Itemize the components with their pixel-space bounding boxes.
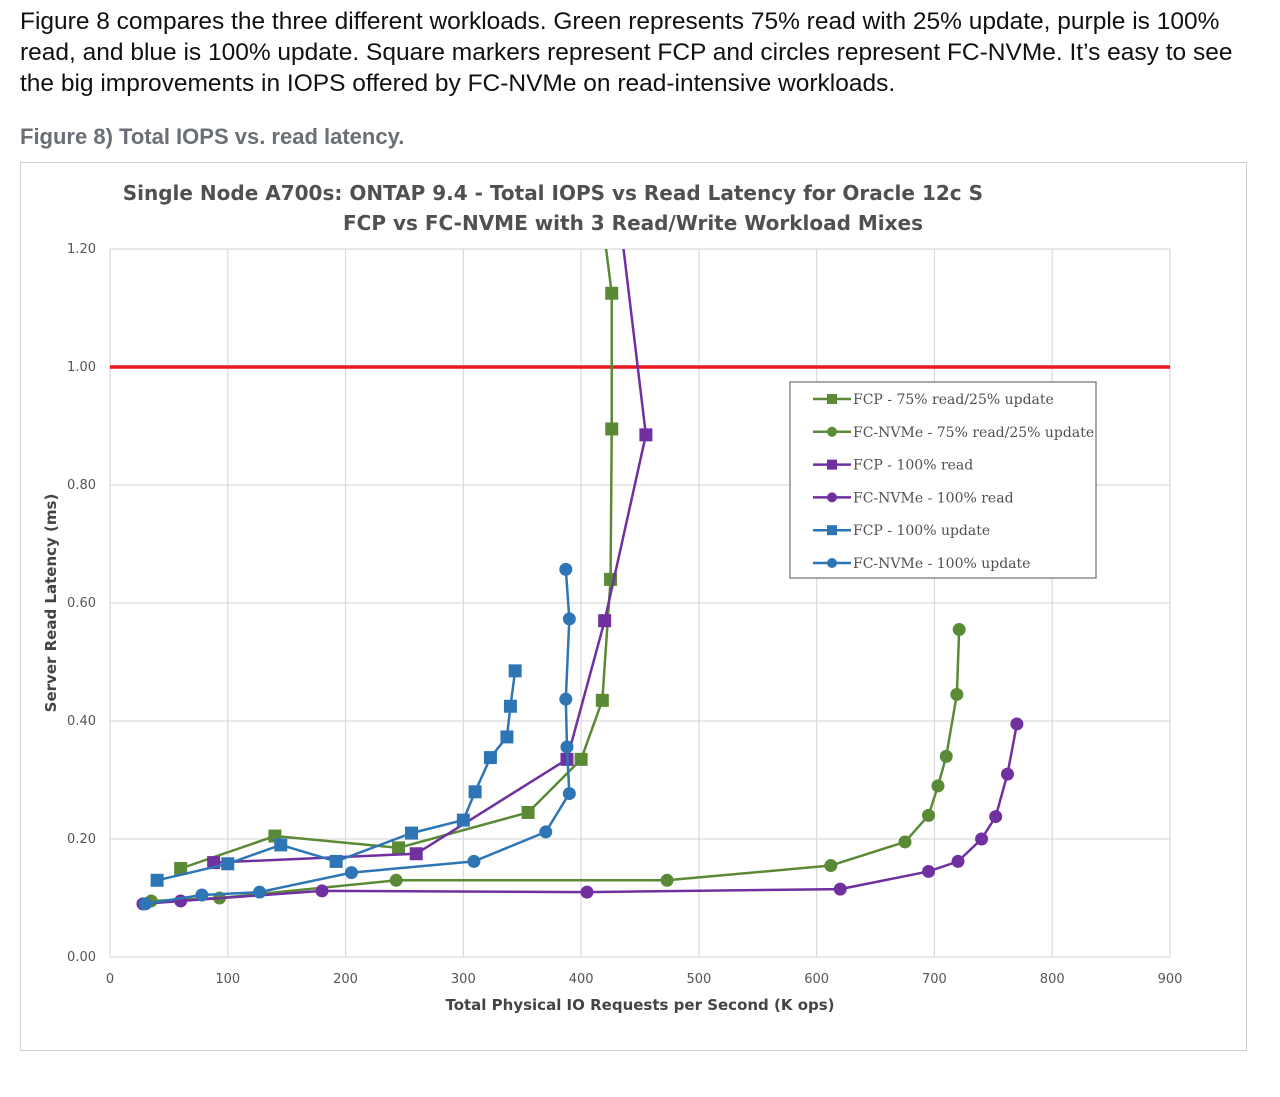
legend-label: FC-NVMe - 100% read xyxy=(853,490,1014,506)
data-point-circle xyxy=(950,687,964,701)
data-point-square xyxy=(508,664,522,678)
legend-marker-circle xyxy=(827,558,837,568)
series-5 xyxy=(150,664,522,887)
legend-box xyxy=(789,381,1097,579)
chart-panel xyxy=(20,162,1247,1051)
data-point-square xyxy=(605,286,619,300)
x-tick-label: 300 xyxy=(451,972,476,987)
data-point-square xyxy=(150,873,164,887)
intro-paragraph: Figure 8 compares the three different wo… xyxy=(20,8,1233,97)
legend-label: FCP - 100% read xyxy=(853,458,973,474)
title-overlay-patch xyxy=(982,178,1122,208)
data-point-square xyxy=(221,857,235,871)
data-point-square xyxy=(595,693,609,707)
data-point-square xyxy=(392,841,406,855)
data-point-circle xyxy=(833,882,847,896)
y-axis-title: Server Read Latency (ms) xyxy=(42,494,60,713)
data-point-circle xyxy=(562,787,576,801)
data-point-square xyxy=(456,813,470,827)
y-tick-label: 1.20 xyxy=(67,242,96,257)
data-point-circle xyxy=(315,884,329,898)
legend-marker-circle xyxy=(827,426,837,437)
x-axis-title: Total Physical IO Requests per Second (K… xyxy=(445,996,834,1014)
data-point-square xyxy=(174,862,188,875)
legend-label: FCP - 75% read/25% update xyxy=(853,392,1054,408)
data-point-circle xyxy=(560,740,574,754)
y-tick-label: 0.60 xyxy=(67,596,96,611)
legend-marker-circle xyxy=(827,492,837,503)
legend-label: FCP - 100% update xyxy=(853,523,990,539)
data-point-square xyxy=(574,752,588,766)
data-point-circle xyxy=(559,692,573,706)
data-point-circle xyxy=(138,897,152,911)
data-point-circle xyxy=(824,859,838,873)
data-point-circle xyxy=(539,825,553,839)
data-point-circle xyxy=(975,832,989,846)
data-point-circle xyxy=(1010,717,1024,731)
legend-marker-square xyxy=(827,394,837,404)
x-tick-label: 700 xyxy=(922,972,947,987)
data-point-circle xyxy=(952,623,966,637)
data-point-circle xyxy=(922,808,936,822)
series-3 xyxy=(207,249,653,870)
legend-marker-square xyxy=(827,525,837,536)
series-line xyxy=(213,249,648,864)
x-tick-label: 500 xyxy=(686,972,711,987)
y-tick-label: 1.00 xyxy=(67,360,96,375)
data-point-circle xyxy=(344,866,358,880)
x-tick-label: 400 xyxy=(569,972,594,987)
chart-title-line2: FCP vs FC-NVME with 3 Read/Write Workloa… xyxy=(343,211,923,235)
data-point-circle xyxy=(951,854,965,868)
data-point-circle xyxy=(195,888,209,902)
series-1 xyxy=(174,249,619,875)
x-tick-label: 200 xyxy=(333,972,358,987)
y-tick-label: 0.00 xyxy=(67,950,96,965)
data-point-circle xyxy=(898,835,912,849)
data-point-circle xyxy=(467,854,481,868)
x-tick-label: 900 xyxy=(1158,972,1183,987)
data-point-circle xyxy=(580,885,594,899)
series-6 xyxy=(138,562,576,911)
y-tick-label: 0.40 xyxy=(67,714,96,729)
series-line xyxy=(156,670,517,882)
data-point-square xyxy=(468,785,482,799)
figure-caption: Figure 8) Total IOPS vs. read latency. xyxy=(20,124,405,149)
data-point-square xyxy=(274,838,288,852)
data-point-square xyxy=(605,422,619,436)
series-2 xyxy=(144,623,966,908)
y-tick-label: 0.80 xyxy=(67,478,96,493)
data-point-square xyxy=(500,730,514,744)
data-point-circle xyxy=(253,885,267,899)
data-point-square xyxy=(503,699,517,713)
data-point-circle xyxy=(989,810,1003,824)
data-point-square xyxy=(329,854,343,868)
x-tick-label: 800 xyxy=(1040,972,1065,987)
x-tick-label: 0 xyxy=(106,972,114,987)
data-point-circle xyxy=(931,779,945,793)
data-point-square xyxy=(409,847,423,861)
data-point-square xyxy=(483,751,497,765)
data-point-circle xyxy=(1000,767,1014,781)
x-tick-label: 100 xyxy=(215,972,240,987)
data-point-circle xyxy=(562,612,576,626)
data-point-circle xyxy=(559,562,573,576)
data-point-square xyxy=(405,826,419,840)
data-point-circle xyxy=(922,864,936,878)
data-point-circle xyxy=(389,873,403,887)
data-point-square xyxy=(639,428,653,442)
series-line xyxy=(142,723,1019,906)
legend-label: FC-NVMe - 100% update xyxy=(853,556,1030,572)
legend-label: FC-NVMe - 75% read/25% update xyxy=(853,425,1094,441)
chart-title-line1: Single Node A700s: ONTAP 9.4 - Total IOP… xyxy=(123,181,1028,205)
plot-overlay-patch xyxy=(982,240,1127,278)
legend-marker-square xyxy=(827,459,837,470)
data-point-square xyxy=(521,805,535,819)
data-point-circle xyxy=(660,873,674,887)
y-tick-label: 0.20 xyxy=(67,832,96,847)
x-tick-label: 600 xyxy=(804,972,829,987)
series-line xyxy=(180,249,613,870)
data-point-circle xyxy=(939,749,953,763)
data-point-square xyxy=(598,614,612,628)
